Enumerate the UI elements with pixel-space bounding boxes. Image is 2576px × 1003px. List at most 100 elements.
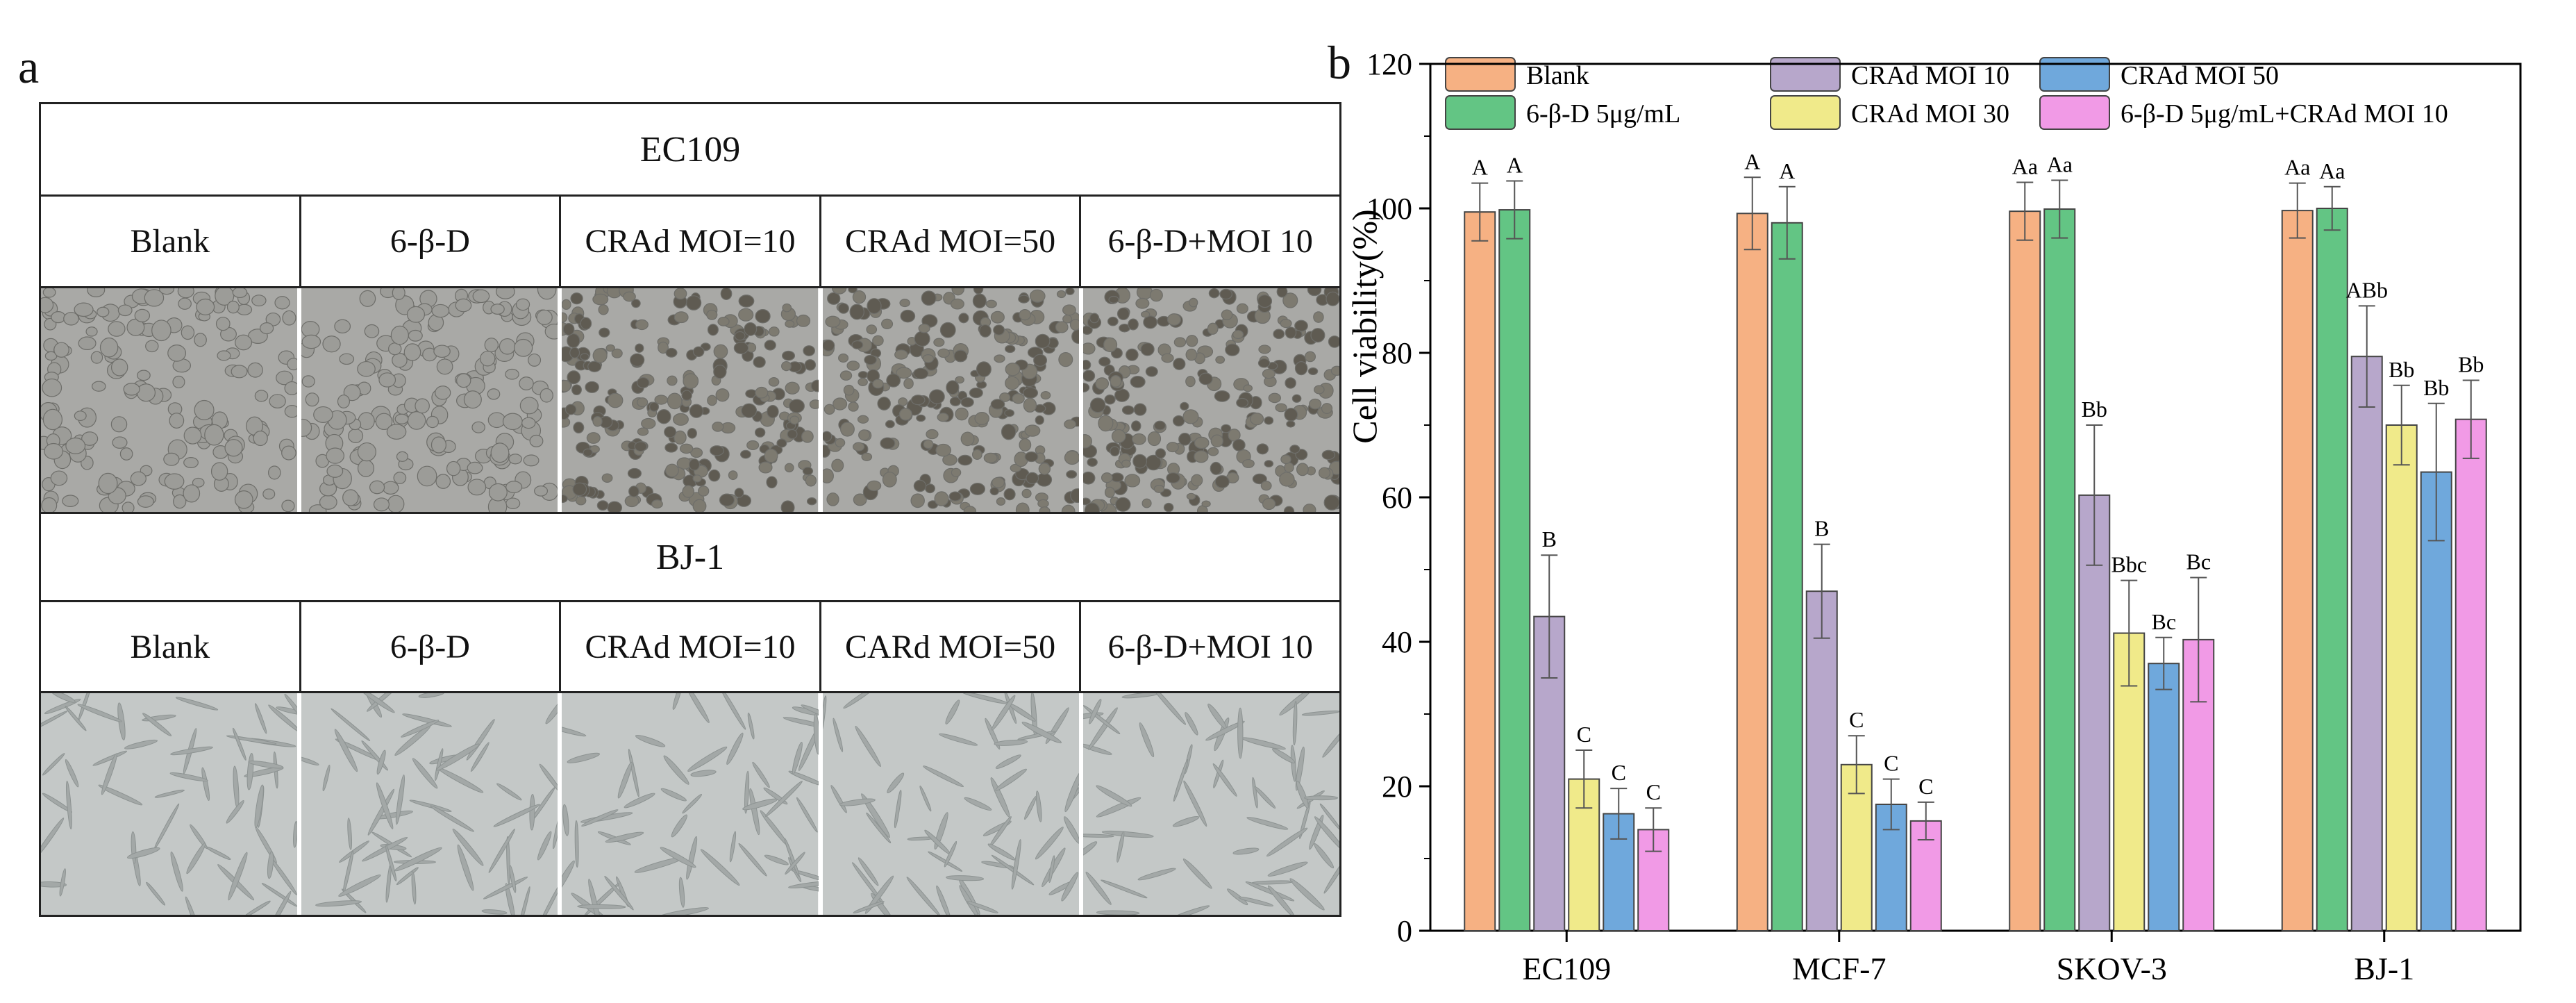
y-tick-label: 120 (1366, 47, 1412, 81)
treatment-label: Blank (41, 197, 301, 286)
significance-label: Bc (2151, 609, 2176, 634)
treatment-label-row-bj1: Blank 6-β-D CRAd MOI=10 CARd MOI=50 6-β-… (41, 602, 1339, 693)
treatment-label: 6-β-D+MOI 10 (1107, 223, 1313, 260)
significance-label: ABb (2346, 277, 2388, 302)
legend-label: CRAd MOI 50 (2121, 61, 2279, 90)
significance-label: C (1918, 774, 1933, 799)
y-tick-label: 60 (1382, 481, 1412, 515)
bar (2316, 208, 2348, 931)
treatment-label: 6-β-D (301, 197, 562, 286)
significance-label: B (1542, 527, 1557, 552)
bar (1464, 211, 1496, 932)
x-tick-label: MCF-7 (1792, 951, 1886, 986)
cell-line-header-bj1: BJ-1 (41, 512, 1339, 602)
micrograph-row-ec109 (41, 288, 1340, 512)
significance-label: A (1744, 149, 1760, 174)
legend-swatch (2039, 95, 2110, 130)
bar (2454, 418, 2487, 931)
significance-label: C (1849, 707, 1864, 732)
chart-legend: Blank 6-β-D 5μg/mL CRAd MOI 10 CRAd MOI 30 C… (1445, 57, 2448, 130)
treatment-label: CRAd MOI=10 (561, 602, 821, 691)
micrograph-image (301, 693, 558, 915)
micrograph-image (1082, 288, 1340, 512)
significance-label: Bbc (2111, 552, 2147, 577)
significance-label: C (1612, 760, 1626, 785)
treatment-label: CARd MOI=50 (821, 602, 1082, 691)
legend-label: 6-β-D 5μg/mL+CRAd MOI 10 (2121, 99, 2448, 129)
significance-label: C (1884, 751, 1898, 776)
bar (2009, 210, 2041, 931)
treatment-label: 6-β-D+MOI 10 (1107, 628, 1313, 665)
significance-label: Bb (2423, 375, 2449, 400)
significance-label: Bb (2458, 352, 2484, 377)
micrograph-image (301, 288, 558, 512)
y-tick-label: 80 (1382, 336, 1412, 370)
legend-label: CRAd MOI 30 (1851, 99, 2009, 129)
micrograph-image (822, 693, 1079, 915)
legend-label: 6-β-D 5μg/mL (1526, 99, 1680, 129)
micrograph-panel: EC109 Blank 6-β-D CRAd MOI=10 CRAd MOI=5… (39, 102, 1341, 917)
significance-label: A (1472, 155, 1488, 180)
panel-a-letter: a (18, 40, 40, 93)
significance-label: Aa (2012, 154, 2038, 179)
y-tick-label: 20 (1382, 770, 1412, 804)
significance-label: Aa (2047, 151, 2073, 176)
y-tick-label: 0 (1397, 914, 1412, 948)
legend-item: 6-β-D 5μg/mL (1445, 95, 1680, 130)
legend-swatch (1445, 95, 1516, 130)
legend-swatch (1770, 57, 1841, 92)
bar (2350, 356, 2383, 931)
legend-label: Blank (1526, 61, 1589, 90)
significance-label: Aa (2319, 158, 2345, 183)
significance-label: Bb (2389, 357, 2414, 382)
bar (1498, 209, 1531, 932)
bar (1805, 590, 1838, 931)
micrograph-image (822, 288, 1079, 512)
micrograph-row-bj1 (41, 693, 1340, 915)
treatment-label: CRAd MOI=50 (821, 197, 1082, 286)
x-tick-label: SKOV-3 (2057, 951, 2167, 986)
y-axis-label: Cell viability(%) (1345, 209, 1384, 443)
cell-viability-bar-chart: Blank 6-β-D 5μg/mL CRAd MOI 10 CRAd MOI 30 C… (1345, 47, 2522, 986)
legend-swatch (1770, 95, 1841, 130)
micrograph-image (41, 693, 298, 915)
treatment-label-row-ec109: Blank 6-β-D CRAd MOI=10 CRAd MOI=50 6-β-… (41, 197, 1339, 288)
legend-item: 6-β-D 5μg/mL+CRAd MOI 10 (2039, 95, 2448, 130)
legend-item: CRAd MOI 30 (1770, 95, 2009, 130)
micrograph-image (41, 288, 298, 512)
micrograph-image (1082, 693, 1340, 915)
bar (2078, 494, 2111, 931)
significance-label: A (1507, 152, 1523, 177)
cell-line-title: EC109 (639, 129, 741, 169)
bar (1736, 213, 1768, 931)
bar (2281, 210, 2314, 931)
cell-line-header-ec109: EC109 (41, 104, 1339, 197)
significance-label: C (1577, 722, 1591, 747)
legend-label: CRAd MOI 10 (1851, 61, 2009, 90)
legend-swatch (2039, 57, 2110, 92)
x-tick-label: EC109 (1522, 951, 1611, 986)
legend-item: CRAd MOI 10 (1770, 57, 2009, 92)
y-tick-label: 40 (1382, 625, 1412, 659)
treatment-label: Blank (41, 602, 301, 691)
legend-item: Blank (1445, 57, 1589, 92)
bar (2148, 663, 2180, 931)
treatment-label: 6-β-D (301, 602, 562, 691)
bar (1771, 222, 1803, 931)
significance-label: C (1646, 779, 1661, 804)
significance-label: Bb (2082, 397, 2107, 422)
bar (2385, 424, 2418, 931)
significance-label: A (1779, 158, 1795, 183)
panel-b-letter: b (1328, 36, 1351, 89)
micrograph-image (562, 693, 819, 915)
y-tick-label: 100 (1366, 192, 1412, 226)
significance-label: B (1814, 516, 1829, 541)
legend-swatch (1445, 57, 1516, 92)
micrograph-image (562, 288, 819, 512)
x-tick-label: BJ-1 (2354, 951, 2414, 986)
treatment-label: CRAd MOI=10 (561, 197, 821, 286)
significance-label: Bc (2186, 549, 2211, 574)
significance-label: Aa (2284, 155, 2310, 180)
cell-line-title: BJ-1 (655, 537, 725, 577)
